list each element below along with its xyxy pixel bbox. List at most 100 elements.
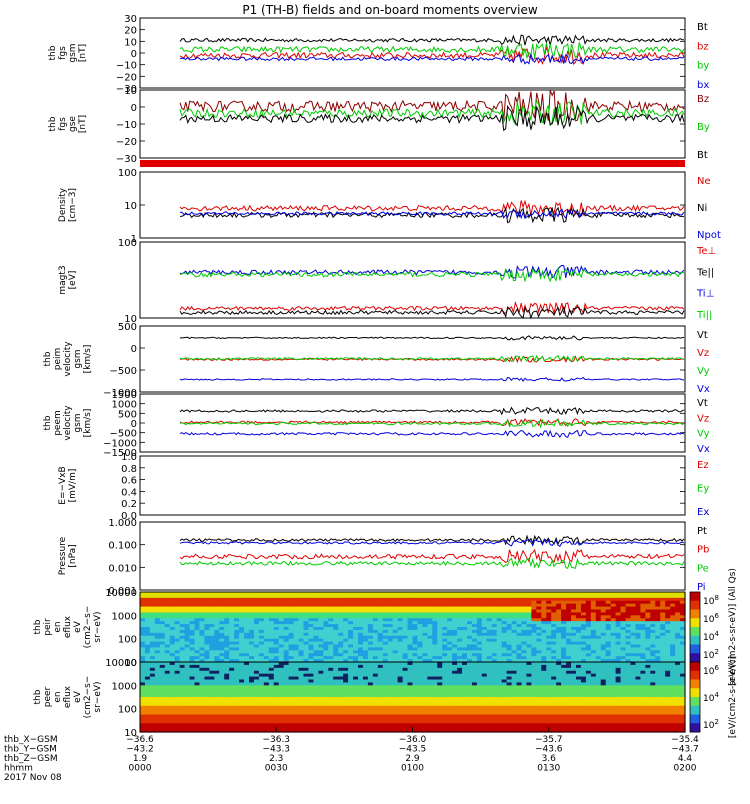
panel-ylabel: peer bbox=[43, 686, 53, 707]
legend-label: Pi bbox=[697, 582, 706, 593]
panel-ylabel: eflux bbox=[63, 615, 73, 638]
colorbar-segment bbox=[690, 627, 700, 636]
y-tick-label: 0 bbox=[131, 49, 137, 60]
legend-label: Ti⊥ bbox=[696, 289, 714, 300]
panel-ylabel: thb bbox=[43, 415, 53, 430]
panel-ylabel: [eV] bbox=[68, 271, 78, 290]
panel-ylabel: peim bbox=[53, 348, 63, 371]
y-tick-label: 0.6 bbox=[121, 476, 137, 487]
legend-label: bx bbox=[697, 80, 709, 91]
y-tick-label: 20 bbox=[124, 26, 137, 37]
y-tick-label: 1000 bbox=[112, 611, 137, 622]
panel-ylabel: gse bbox=[68, 116, 78, 132]
panel-ylabel: [km/s] bbox=[83, 409, 93, 438]
legend-label: Vy bbox=[697, 366, 710, 377]
legend-label: Bt bbox=[697, 150, 708, 161]
colorbar-segment bbox=[690, 610, 700, 619]
panel-ylabel: thb bbox=[33, 619, 43, 634]
panel-frame bbox=[140, 90, 685, 158]
legend-label: Vy bbox=[697, 429, 710, 440]
plot-title: P1 (TH-B) fields and on-board moments ov… bbox=[242, 3, 538, 17]
colorbar-segment bbox=[690, 645, 700, 654]
panel-ylabel: magt3 bbox=[58, 265, 68, 294]
y-tick-label: −500 bbox=[110, 366, 137, 377]
y-tick-label: 100 bbox=[118, 238, 137, 249]
legend-label: Vz bbox=[697, 348, 709, 359]
series-line-0 bbox=[180, 35, 684, 45]
panel-ylabel: sr−eV) bbox=[93, 681, 103, 712]
y-tick-label: 10000 bbox=[105, 658, 137, 669]
legend-label: Vt bbox=[697, 398, 708, 409]
legend-label: Pe bbox=[697, 563, 709, 574]
series-line-2 bbox=[180, 559, 684, 569]
series-line-1 bbox=[180, 101, 684, 125]
panel-ylabel: peir bbox=[43, 618, 53, 636]
colorbar-tick-label: 106 bbox=[703, 612, 719, 625]
colorbar-exponent: 2 bbox=[714, 648, 718, 656]
panel-ylabel: sr−eV) bbox=[93, 611, 103, 642]
panel-ylabel: [nT] bbox=[78, 44, 88, 62]
y-tick-label: −30 bbox=[116, 154, 137, 165]
colorbar-segment bbox=[690, 601, 700, 610]
series-line-0 bbox=[180, 90, 684, 121]
colorbar-segment bbox=[690, 653, 700, 662]
y-tick-label: 0 bbox=[131, 103, 137, 114]
legend-label: Vz bbox=[697, 413, 709, 424]
legend-label: Pt bbox=[697, 526, 707, 537]
legend-label: Pb bbox=[697, 545, 709, 556]
panel-ylabel: en bbox=[53, 621, 63, 632]
series-line-2 bbox=[180, 42, 684, 58]
panel-ylabel: peem bbox=[53, 410, 63, 436]
panel-ylabel: eV bbox=[73, 620, 83, 633]
panel-ylabel: eflux bbox=[63, 685, 73, 708]
y-tick-label: 500 bbox=[118, 322, 137, 333]
y-tick-label: 100 bbox=[118, 168, 137, 179]
colorbar-segment bbox=[690, 636, 700, 645]
panel-ylabel: E=−VxB bbox=[58, 466, 68, 504]
panel-ylabel: (cm2−s− bbox=[83, 676, 93, 719]
legend-label: Bz bbox=[697, 94, 709, 105]
panel-ylabel: [nT] bbox=[78, 115, 88, 133]
colorbar-exponent: 6 bbox=[714, 612, 719, 620]
legend-label: Vt bbox=[697, 330, 708, 341]
series-line-0 bbox=[180, 408, 684, 415]
colorbar-exponent: 8 bbox=[714, 594, 718, 602]
y-tick-label: −20 bbox=[116, 72, 137, 83]
y-tick-label: 30 bbox=[124, 14, 137, 25]
panel-ylabel: (cm2−s− bbox=[83, 606, 93, 649]
colorbar-tick-label: 102 bbox=[703, 648, 719, 661]
legend-label: By bbox=[697, 122, 710, 133]
y-tick-label: 0.100 bbox=[108, 541, 137, 552]
legend-label: Ni bbox=[697, 203, 707, 214]
y-tick-label: 1.0 bbox=[121, 452, 137, 463]
legend-label: Ez bbox=[697, 460, 709, 471]
y-tick-label: 1.000 bbox=[108, 518, 137, 529]
panel-ylabel: [nPa] bbox=[68, 544, 78, 567]
panel-ylabel: thb bbox=[48, 116, 58, 131]
legend-label: bz bbox=[697, 41, 709, 52]
legend-label: by bbox=[697, 61, 709, 72]
panel-ylabel: velocity bbox=[63, 341, 73, 377]
legend-label: Ex bbox=[697, 507, 709, 518]
y-tick-label: 10 bbox=[124, 201, 137, 212]
panel-ylabel: thb bbox=[48, 45, 58, 60]
legend-label: Te⊥ bbox=[696, 246, 716, 257]
series-line-3 bbox=[180, 430, 684, 437]
panel-ylabel: thb bbox=[33, 689, 43, 704]
panel-ylabel: gsm bbox=[73, 413, 83, 432]
y-tick-label: 10000 bbox=[105, 588, 137, 599]
colorbar-tick-label: 108 bbox=[703, 594, 719, 607]
y-tick-label: 0.4 bbox=[121, 487, 137, 498]
panel-ylabel: [km/s] bbox=[83, 345, 93, 374]
colorbar-exponent: 4 bbox=[714, 630, 719, 638]
panel-ylabel: gsm bbox=[68, 43, 78, 62]
legend-label: Bt bbox=[697, 22, 708, 33]
